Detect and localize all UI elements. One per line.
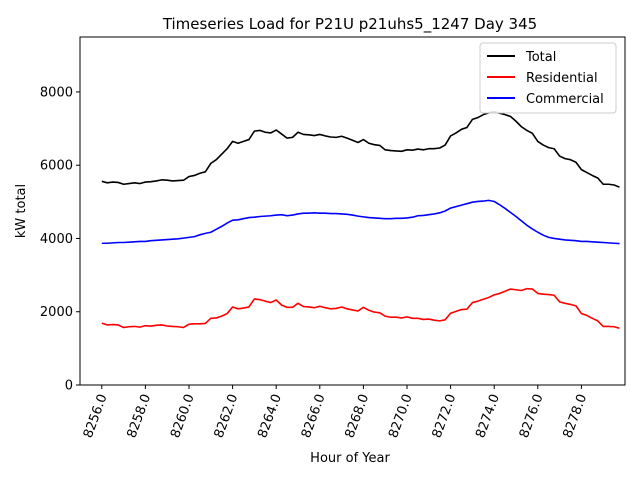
y-axis: 0 2000 4000 6000 8000 (40, 85, 80, 394)
legend-label-residential: Residential (526, 71, 598, 86)
y-tick-label: 6000 (40, 159, 73, 174)
legend: Total Residential Commercial (479, 42, 617, 114)
x-axis-title: Hour of Year (310, 451, 390, 466)
y-tick-label: 8000 (40, 85, 73, 100)
series-line-total (101, 110, 620, 188)
plot-frame (79, 36, 626, 386)
series-layer (101, 110, 620, 329)
series-line-residential (101, 287, 620, 329)
series-line-commercial (101, 199, 620, 245)
y-tick-label: 4000 (40, 232, 73, 247)
chart-title: Timeseries Load for P21U p21uhs5_1247 Da… (162, 15, 537, 34)
legend-label-commercial: Commercial (526, 92, 604, 107)
legend-label-total: Total (525, 50, 556, 65)
y-tick-label: 2000 (40, 305, 73, 320)
y-tick-label: 0 (65, 379, 73, 394)
legend-box (479, 42, 617, 114)
y-axis-title: kW total (14, 184, 29, 238)
